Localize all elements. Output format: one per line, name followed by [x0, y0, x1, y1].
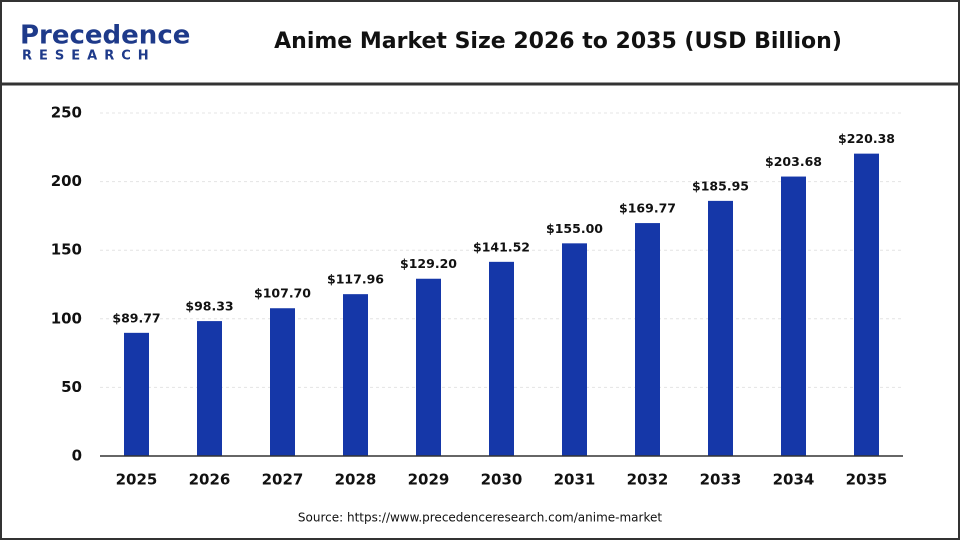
bar [489, 261, 514, 456]
bar [270, 308, 295, 456]
value-label: $141.52 [473, 239, 530, 254]
bar [781, 176, 806, 457]
value-label: $169.77 [619, 201, 676, 216]
bar [343, 294, 368, 456]
logo-sub: RESEARCH [22, 49, 156, 64]
value-label: $117.96 [327, 272, 384, 287]
value-label: $89.77 [112, 310, 160, 325]
x-tick-label: 2030 [481, 471, 523, 489]
bar [124, 332, 149, 456]
bar [562, 243, 587, 456]
y-tick-label: 100 [51, 309, 82, 327]
source: Source: https://www.precedenceresearch.c… [298, 511, 662, 525]
x-tick-label: 2033 [700, 471, 742, 489]
bar [854, 153, 879, 456]
x-tick-label: 2034 [773, 471, 815, 489]
y-tick-label: 50 [61, 378, 82, 396]
value-label: $129.20 [400, 256, 457, 271]
bar [416, 278, 441, 456]
bar [708, 200, 733, 456]
x-tick-label: 2028 [335, 471, 377, 489]
x-tick-label: 2026 [189, 471, 231, 489]
logo-name: Precedence [20, 21, 190, 51]
x-tick-label: 2029 [408, 471, 450, 489]
x-tick-label: 2031 [554, 471, 596, 489]
bar [635, 223, 660, 456]
y-tick-label: 250 [51, 104, 82, 122]
y-tick-label: 200 [51, 172, 82, 190]
y-tick-label: 150 [51, 241, 82, 259]
value-label: $185.95 [692, 178, 749, 193]
chart-title: Anime Market Size 2026 to 2035 (USD Bill… [274, 29, 842, 54]
x-tick-label: 2032 [627, 471, 669, 489]
bar [197, 321, 222, 456]
value-label: $203.68 [765, 154, 822, 169]
x-tick-label: 2035 [846, 471, 888, 489]
x-tick-label: 2027 [262, 471, 304, 489]
value-label: $107.70 [254, 286, 311, 301]
value-label: $98.33 [185, 299, 233, 314]
value-label: $220.38 [838, 131, 895, 146]
value-label: $155.00 [546, 221, 603, 236]
y-tick-label: 0 [72, 447, 82, 465]
x-tick-label: 2025 [116, 471, 158, 489]
